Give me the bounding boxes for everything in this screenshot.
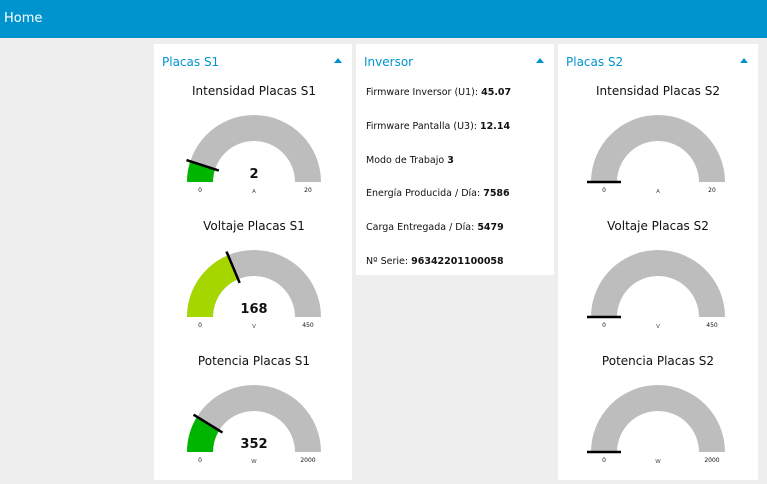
panel-header[interactable]: Inversor (356, 44, 554, 74)
gauge-unit: V (656, 324, 660, 330)
panel-title: Placas S2 (566, 55, 624, 69)
gauge-svg: V 0 450 (587, 250, 725, 330)
gauge-track (591, 115, 725, 182)
row-label: Firmware Inversor (U1): (366, 87, 479, 98)
collapse-caret-icon[interactable] (740, 58, 748, 63)
gauge-svg: W 0 2000 (587, 385, 725, 465)
gauge-unit: V (252, 324, 256, 330)
gauge-track (591, 250, 725, 317)
gauge-title: Potencia Placas S2 (601, 354, 715, 368)
gauge-max: 450 (706, 322, 718, 329)
gauge-title: Intensidad Placas S1 (191, 84, 317, 98)
gauge-unit: W (655, 459, 661, 465)
gauge-voltaje-s2: Voltaje Placas S2 V 0 450 (558, 219, 758, 349)
gauge-value: 352 (240, 437, 267, 452)
row-value: 45.07 (481, 87, 512, 98)
info-row-firmware-pantalla: Firmware Pantalla (U3): 12.14 (366, 121, 510, 132)
gauge-min: 0 (602, 322, 606, 329)
gauge-track (591, 385, 725, 452)
row-label: Energía Producida / Día: (366, 188, 481, 199)
page-title: Home (4, 11, 43, 26)
row-value: 12.14 (480, 121, 511, 132)
gauge-fill (187, 255, 239, 317)
gauge-svg: 2 A 0 20 (186, 115, 321, 195)
gauge-title: Voltaje Placas S1 (203, 219, 305, 233)
gauge-track (187, 385, 321, 452)
gauge-needle (186, 158, 220, 172)
gauge-voltaje-s1: Voltaje Placas S1 168 V 0 450 (154, 219, 354, 349)
gauge-max: 2000 (704, 457, 719, 464)
gauge-min: 0 (602, 457, 606, 464)
gauge-title: Intensidad Placas S2 (595, 84, 721, 98)
gauge-track (187, 115, 321, 182)
row-value: 5479 (477, 222, 504, 233)
panel-header[interactable]: Placas S2 (558, 44, 758, 74)
panel-placas-s2: Placas S2 Intensidad Placas S2 A 0 20 Volt… (558, 44, 758, 480)
gauge-fill (187, 161, 216, 182)
row-label: Nº Serie: (366, 256, 409, 267)
info-row-carga-entregada: Carga Entregada / Día: 5479 (366, 222, 504, 233)
panel-header[interactable]: Placas S1 (154, 44, 352, 74)
row-label: Modo de Trabajo (366, 155, 445, 166)
top-toolbar: Home (0, 0, 767, 38)
gauge-svg: 168 V 0 450 (187, 250, 321, 330)
gauge-intensidad-s2: Intensidad Placas S2 A 0 20 (558, 84, 758, 214)
info-row-modo-trabajo: Modo de Trabajo 3 (366, 155, 454, 166)
row-value: 96342201100058 (411, 256, 504, 267)
gauge-max: 450 (302, 322, 314, 329)
gauge-min: 0 (198, 322, 202, 329)
gauge-min: 0 (198, 457, 202, 464)
row-value: 3 (447, 155, 454, 166)
panel-title: Placas S1 (162, 55, 220, 69)
gauge-needle (192, 413, 224, 434)
gauge-max: 20 (708, 187, 716, 194)
gauge-value: 168 (240, 302, 267, 317)
gauge-potencia-s1: Potencia Placas S1 352 W 0 2000 (154, 354, 354, 484)
gauge-svg: A 0 20 (587, 115, 725, 195)
gauge-title: Voltaje Placas S2 (607, 219, 709, 233)
row-value: 7586 (483, 188, 510, 199)
gauge-svg: 352 W 0 2000 (187, 385, 321, 465)
panel-inversor: Inversor Firmware Inversor (U1): 45.07 F… (356, 44, 554, 275)
panel-placas-s1: Placas S1 Intensidad Placas S1 2 A 0 20 Vol… (154, 44, 352, 480)
gauge-min: 0 (198, 187, 202, 194)
info-row-energia-producida: Energía Producida / Día: 7586 (366, 188, 510, 199)
info-row-firmware-inversor: Firmware Inversor (U1): 45.07 (366, 87, 511, 98)
gauge-unit: A (656, 189, 660, 195)
info-row-numero-serie: Nº Serie: 96342201100058 (366, 256, 504, 267)
gauge-unit: A (252, 189, 256, 195)
gauge-intensidad-s1: Intensidad Placas S1 2 A 0 20 (154, 84, 354, 214)
gauge-value: 2 (249, 167, 258, 182)
gauge-title: Potencia Placas S1 (197, 354, 311, 368)
collapse-caret-icon[interactable] (334, 58, 342, 63)
collapse-caret-icon[interactable] (536, 58, 544, 63)
gauge-needle (225, 251, 241, 284)
gauge-max: 2000 (300, 457, 315, 464)
row-label: Firmware Pantalla (U3): (366, 121, 477, 132)
gauge-max: 20 (304, 187, 312, 194)
gauge-min: 0 (602, 187, 606, 194)
gauge-unit: W (251, 459, 257, 465)
panel-title: Inversor (364, 55, 414, 69)
row-label: Carga Entregada / Día: (366, 222, 475, 233)
gauge-potencia-s2: Potencia Placas S2 W 0 2000 (558, 354, 758, 484)
